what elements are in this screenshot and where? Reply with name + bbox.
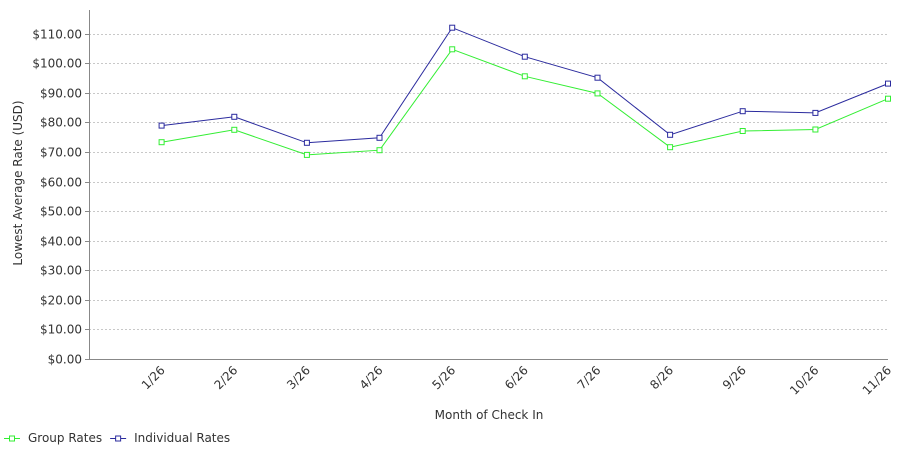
legend-item-group-rates: Group Rates (4, 431, 102, 445)
data-point (812, 126, 819, 133)
data-point (449, 24, 456, 31)
x-tick-label: 9/26 (720, 363, 749, 392)
grid-lines (89, 34, 888, 330)
legend-label: Individual Rates (134, 431, 230, 445)
data-point (449, 46, 456, 53)
data-point (376, 134, 383, 141)
x-axis-title: Month of Check In (435, 408, 544, 422)
y-tick-label: $0.00 (48, 353, 82, 367)
legend: Group Rates Individual Rates (4, 431, 230, 445)
y-tick-label: $70.00 (40, 146, 82, 160)
y-tick-label: $90.00 (40, 87, 82, 101)
axes (85, 10, 888, 360)
legend-label: Group Rates (28, 431, 102, 445)
y-tick-label: $30.00 (40, 264, 82, 278)
data-point (231, 113, 238, 120)
data-point (667, 144, 674, 151)
data-point (303, 151, 310, 158)
y-tick-label: $100.00 (32, 57, 82, 71)
legend-swatch-marker (9, 435, 15, 442)
series-line (161, 48, 889, 156)
x-tick-label: 4/26 (357, 363, 386, 392)
data-point (594, 90, 601, 97)
data-point (158, 139, 165, 146)
data-point (594, 74, 601, 81)
data-point (521, 53, 528, 60)
data-point (667, 131, 674, 138)
data-point (885, 95, 891, 102)
data-point (376, 147, 383, 154)
y-axis-title: Lowest Average Rate (USD) (11, 100, 25, 265)
y-tick-label: $20.00 (40, 294, 82, 308)
y-tick-label: $60.00 (40, 176, 82, 190)
x-tick-label: 7/26 (575, 363, 604, 392)
x-tick-label: 6/26 (502, 363, 531, 392)
x-tick-label: 8/26 (647, 363, 676, 392)
data-point (739, 108, 746, 115)
x-tick-label: 3/26 (284, 363, 313, 392)
data-point (158, 122, 165, 129)
data-point (303, 139, 310, 146)
y-tick-label: $80.00 (40, 116, 82, 130)
x-tick-label: 2/26 (211, 363, 240, 392)
y-tick-labels: $0.00 $10.00 $20.00 $30.00 $40.00 $50.00 $60.0… (32, 28, 82, 367)
y-tick-label: $10.00 (40, 323, 82, 337)
y-tick-label: $50.00 (40, 205, 82, 219)
data-point (739, 128, 746, 134)
legend-item-individual-rates: Individual Rates (110, 431, 230, 445)
x-tick-label: 11/26 (860, 363, 894, 397)
series (158, 24, 891, 158)
y-tick-label: $40.00 (40, 235, 82, 249)
data-point (885, 80, 891, 87)
series-line (161, 27, 889, 144)
series-individual-rates (158, 24, 891, 146)
x-tick-labels: 1/26 2/26 3/26 4/26 5/26 6/26 7/26 8/26 9/26 10/2… (139, 363, 894, 397)
data-point (521, 73, 528, 80)
series-group-rates (158, 46, 891, 158)
legend-swatch-marker (115, 435, 122, 442)
x-tick-label: 5/26 (429, 363, 458, 392)
x-tick-label: 1/26 (139, 363, 168, 392)
data-point (812, 109, 819, 116)
y-tick-label: $110.00 (32, 28, 82, 42)
x-tick-label: 10/26 (787, 363, 821, 397)
data-point (231, 126, 238, 133)
